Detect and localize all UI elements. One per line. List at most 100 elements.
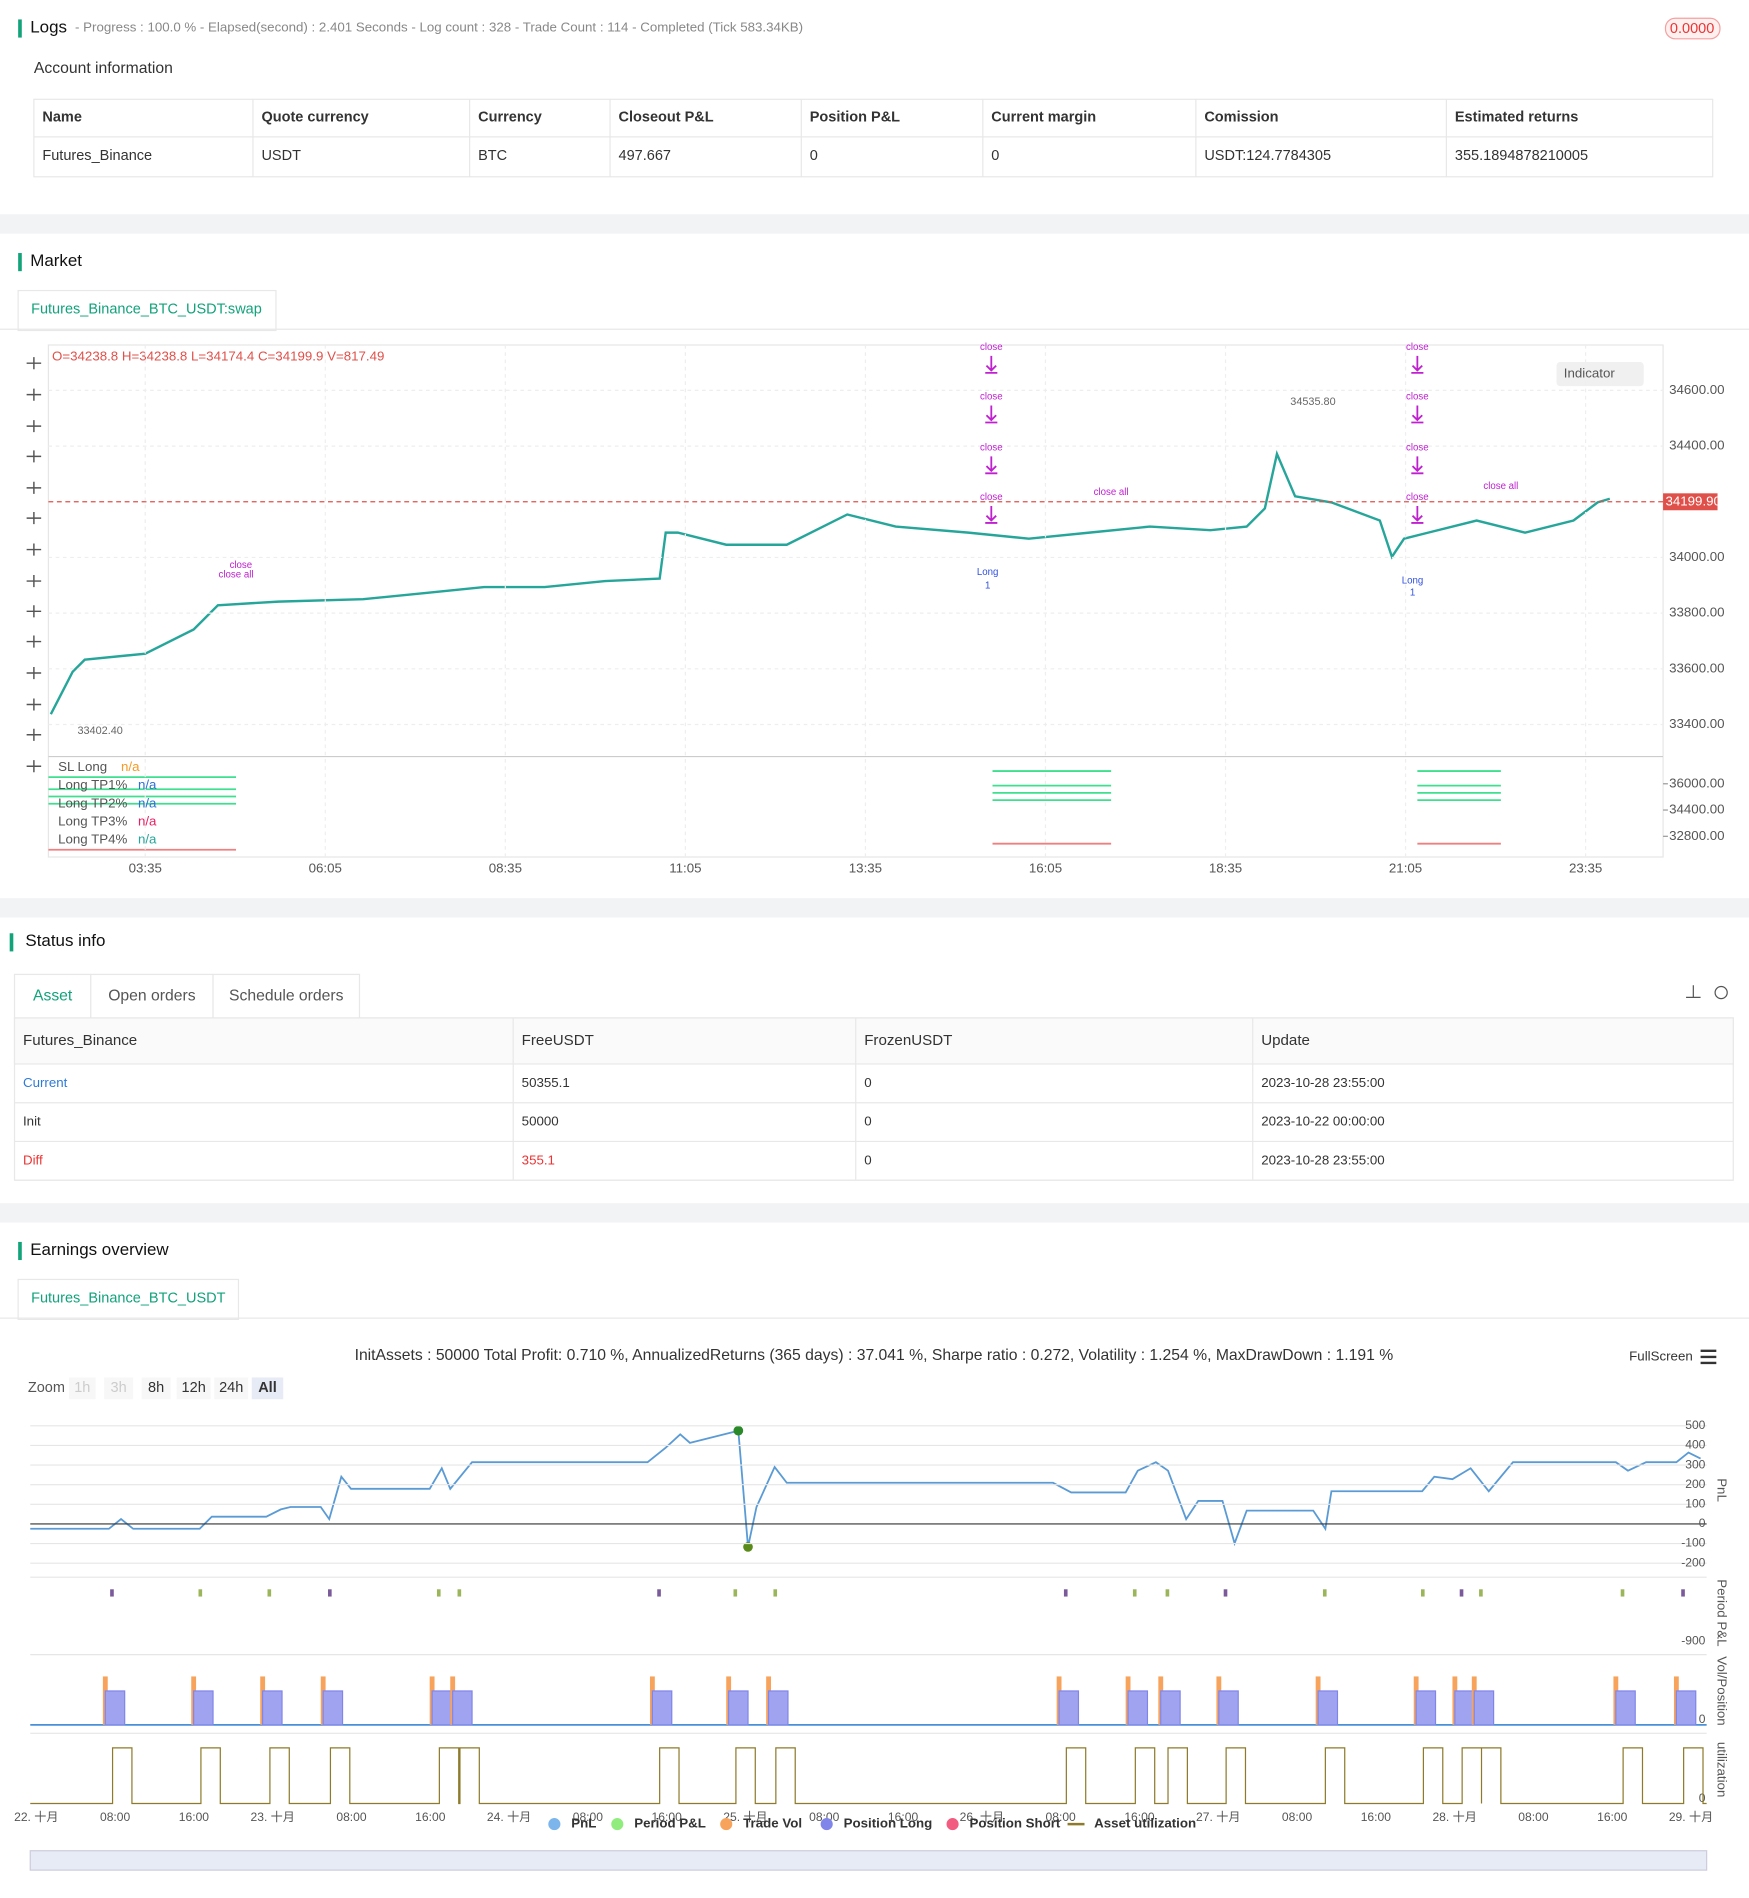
trade-arrow: [1411, 355, 1424, 374]
legend-symbol: [720, 1818, 733, 1831]
tab-label[interactable]: Schedule orders: [229, 987, 344, 1004]
legend-label[interactable]: Position Long: [844, 1816, 933, 1831]
zoom-button[interactable]: [251, 1377, 284, 1400]
position-bar: [1160, 1690, 1181, 1726]
pnl-tick: -100: [1681, 1536, 1705, 1550]
tab-label[interactable]: Futures_Binance_BTC_USDT: [31, 1291, 226, 1307]
indicator-button[interactable]: [1556, 361, 1644, 387]
tool-icon[interactable]: [26, 420, 42, 433]
tool-icon[interactable]: [26, 666, 42, 680]
tool-icon[interactable]: [26, 574, 42, 588]
chart-frame: [47, 344, 1664, 858]
x-label: 08:00: [1046, 1810, 1077, 1824]
zoom-button[interactable]: [214, 1377, 249, 1400]
position-bar: [728, 1690, 749, 1726]
time-tick: 16:05: [1029, 861, 1062, 876]
zoom-button[interactable]: [141, 1377, 171, 1400]
column-header: Name: [42, 109, 82, 125]
separator: [0, 898, 1749, 918]
zoom-label[interactable]: 24h: [219, 1380, 243, 1396]
table-cell: 0: [864, 1075, 871, 1090]
legend-name: SL Long: [58, 759, 107, 774]
legend-name: Long TP2%: [58, 795, 127, 810]
tab[interactable]: [90, 973, 214, 1019]
period-tick: -900: [1681, 1634, 1705, 1648]
zoom-button[interactable]: [68, 1377, 96, 1400]
period-bar: [733, 1589, 738, 1597]
menu-icon[interactable]: [1700, 1349, 1717, 1365]
position-bar: [1058, 1690, 1080, 1726]
trade-annotation: Long: [977, 567, 999, 578]
zoom-label[interactable]: 8h: [148, 1380, 164, 1396]
tab[interactable]: [17, 1278, 240, 1320]
trade-annotation: 1: [1410, 588, 1415, 599]
zoom-label[interactable]: 12h: [182, 1380, 206, 1396]
indicator-label[interactable]: Indicator: [1564, 366, 1616, 381]
tool-icon[interactable]: [26, 698, 42, 711]
legend-label[interactable]: Period P&L: [634, 1816, 706, 1831]
fullscreen[interactable]: FullScreen: [1629, 1348, 1693, 1363]
tool-icon[interactable]: [26, 543, 42, 556]
period-bar: [1223, 1589, 1228, 1597]
trade-annotation: Long: [1402, 576, 1424, 587]
legend-name: Long TP1%: [58, 777, 127, 792]
tab[interactable]: [212, 973, 361, 1019]
panel-title: utilization: [1715, 1742, 1730, 1797]
column-header: Current margin: [991, 109, 1096, 125]
trade-annotation: close: [1406, 492, 1429, 503]
tab-label[interactable]: Open orders: [108, 987, 196, 1004]
column-header: FreeUSDT: [522, 1032, 594, 1049]
x-label: 25. 十月: [723, 1810, 767, 1824]
zoom-button[interactable]: [176, 1377, 211, 1400]
section-title: Earnings overview: [30, 1240, 169, 1259]
legend-value: n/a: [138, 813, 157, 828]
tool-icon[interactable]: [26, 512, 42, 525]
x-label: 08:00: [100, 1810, 131, 1824]
period-bar: [267, 1589, 272, 1597]
tool-icon[interactable]: [26, 481, 42, 494]
x-label: 23. 十月: [251, 1810, 295, 1824]
panel-tick: 34400.00: [1669, 802, 1724, 817]
period-bar: [1322, 1589, 1327, 1597]
tab-label[interactable]: Asset: [33, 987, 73, 1004]
tool-icon[interactable]: [26, 605, 42, 618]
zoom-label[interactable]: All: [258, 1380, 277, 1396]
legend-label[interactable]: PnL: [571, 1816, 596, 1831]
tool-icon[interactable]: [26, 357, 42, 370]
column-header: Estimated returns: [1455, 109, 1578, 125]
column-header: Futures_Binance: [23, 1032, 137, 1049]
time-tick: 08:35: [489, 861, 522, 876]
separator: [0, 214, 1749, 234]
x-label: 27. 十月: [1196, 1810, 1240, 1824]
panel-tick: 36000.00: [1669, 775, 1724, 790]
subtitle: Account information: [34, 60, 173, 77]
tool-icon[interactable]: [26, 760, 42, 773]
tab[interactable]: [17, 289, 277, 332]
zoom-label[interactable]: 3h: [111, 1380, 127, 1396]
zoom-label[interactable]: 1h: [74, 1380, 90, 1396]
min-point: [743, 1542, 753, 1552]
header-bg: [13, 1017, 1734, 1065]
period-bar: [436, 1589, 441, 1597]
tool-icon[interactable]: [26, 450, 42, 463]
legend-label[interactable]: Position Short: [970, 1816, 1061, 1831]
badge-text: 0.0000: [1670, 21, 1714, 37]
tool-icon[interactable]: [26, 728, 42, 741]
icons[interactable]: [1686, 985, 1728, 1000]
position-bar: [262, 1690, 283, 1726]
legend-value: n/a: [121, 759, 140, 774]
tab-label[interactable]: Futures_Binance_BTC_USDT:swap: [31, 302, 262, 318]
legend-label[interactable]: Trade Vol: [743, 1816, 802, 1831]
period-bar: [1165, 1589, 1170, 1597]
price-tick: 34000.00: [1669, 549, 1724, 564]
zoom-button[interactable]: [104, 1377, 134, 1400]
legend-label[interactable]: Asset utilization: [1094, 1816, 1196, 1831]
position-bar: [104, 1690, 126, 1726]
tool-icon[interactable]: [26, 635, 42, 648]
trade-arrow: [1411, 456, 1424, 475]
table-cell: USDT: [261, 148, 301, 164]
position-bar: [431, 1690, 453, 1726]
tool-icon[interactable]: [26, 388, 42, 401]
navigator[interactable]: [29, 1850, 1708, 1871]
legend-symbol: [820, 1818, 833, 1831]
